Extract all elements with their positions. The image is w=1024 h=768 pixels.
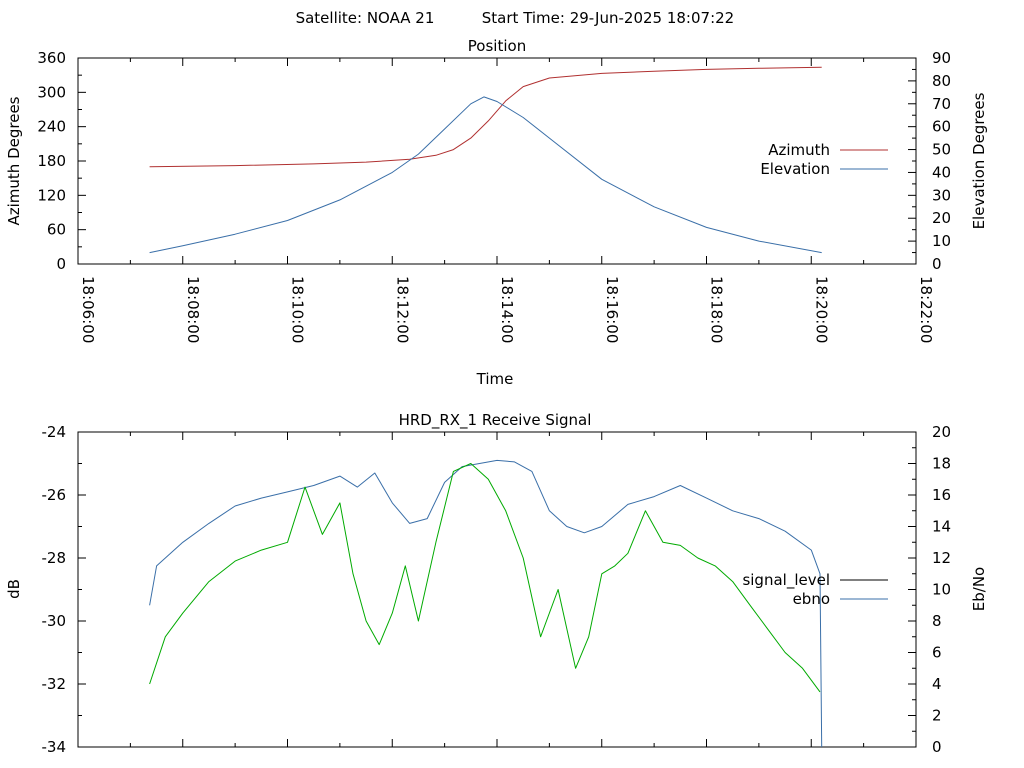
x-tick-label: 18:12:00: [393, 276, 411, 343]
x-tick-label: 18:18:00: [708, 276, 726, 343]
y-tick-label: -24: [42, 423, 67, 441]
y2-tick-label: 30: [932, 186, 951, 204]
position-xlabel: Time: [476, 370, 514, 388]
y2-tick-label: 20: [932, 423, 951, 441]
x-tick-label: 18:20:00: [812, 276, 830, 343]
legend-label-elevation: Elevation: [760, 160, 830, 178]
y2-tick-label: 20: [932, 209, 951, 227]
y2-tick-label: 60: [932, 118, 951, 136]
azimuth-line: [149, 66, 822, 168]
y-tick-label: 240: [37, 118, 66, 136]
y2-tick-label: 6: [932, 644, 942, 662]
y-tick-label: -30: [42, 612, 67, 630]
y2-tick-label: 50: [932, 141, 951, 159]
y2-tick-label: 80: [932, 72, 951, 90]
y2-tick-label: 70: [932, 95, 951, 113]
y-tick-label: 360: [37, 49, 66, 67]
position-ylabel: Azimuth Degrees: [5, 96, 23, 225]
y2-tick-label: 16: [932, 486, 951, 504]
y2-tick-label: 40: [932, 163, 951, 181]
signal-y2label: Eb/No: [970, 567, 988, 611]
position-y2label: Elevation Degrees: [970, 92, 988, 229]
y2-tick-label: 4: [932, 675, 942, 693]
signal-chart: HRD_RX_1 Receive Signal -34 -32 -30 -28 -26 -…: [5, 411, 988, 756]
y2-tick-label: 0: [932, 738, 942, 756]
y-tick-label: -34: [42, 738, 67, 756]
y2-tick-label: 8: [932, 612, 942, 630]
x-tick-label: 18:06:00: [79, 276, 97, 343]
y-tick-label: 180: [37, 152, 66, 170]
x-tick-label: 18:10:00: [289, 276, 307, 343]
legend-label-signal-level: signal_level: [742, 571, 830, 590]
satellite-label: Satellite: NOAA 21: [296, 9, 435, 27]
signal-ylabel: dB: [5, 579, 23, 599]
y2-tick-label: 10: [932, 581, 951, 599]
y2-tick-label: 14: [932, 518, 951, 536]
y-tick-label: -26: [42, 486, 67, 504]
signal-chart-title: HRD_RX_1 Receive Signal: [399, 411, 592, 430]
start-time-label: Start Time: 29-Jun-2025 18:07:22: [482, 9, 734, 27]
y2-tick-label: 10: [932, 232, 951, 250]
legend-label-ebno: ebno: [793, 590, 830, 608]
y-tick-label: 300: [37, 83, 66, 101]
y2-tick-label: 12: [932, 549, 951, 567]
y2-tick-label: 0: [932, 255, 942, 273]
series-2-line: [149, 463, 821, 693]
y2-tick-label: 2: [932, 707, 942, 725]
y-tick-label: -32: [42, 675, 67, 693]
elevation-line: [149, 96, 822, 254]
x-tick-label: 18:16:00: [603, 276, 621, 343]
y2-tick-label: 18: [932, 455, 951, 473]
ebno-line: [149, 459, 823, 748]
y2-tick-label: 90: [932, 49, 951, 67]
y-tick-label: 60: [47, 221, 66, 239]
y-tick-label: 120: [37, 186, 66, 204]
y-tick-label: 0: [56, 255, 66, 273]
position-chart-title: Position: [468, 37, 526, 55]
signal-plot-frame: [77, 431, 917, 748]
x-tick-label: 18:22:00: [917, 276, 935, 343]
legend-label-azimuth: Azimuth: [768, 141, 830, 159]
x-tick-label: 18:14:00: [498, 276, 516, 343]
y-tick-label: -28: [42, 549, 67, 567]
x-tick-label: 18:08:00: [184, 276, 202, 343]
position-chart: Position 18:06:00 18:08:00 18:10:00 18:12:0…: [5, 37, 988, 388]
